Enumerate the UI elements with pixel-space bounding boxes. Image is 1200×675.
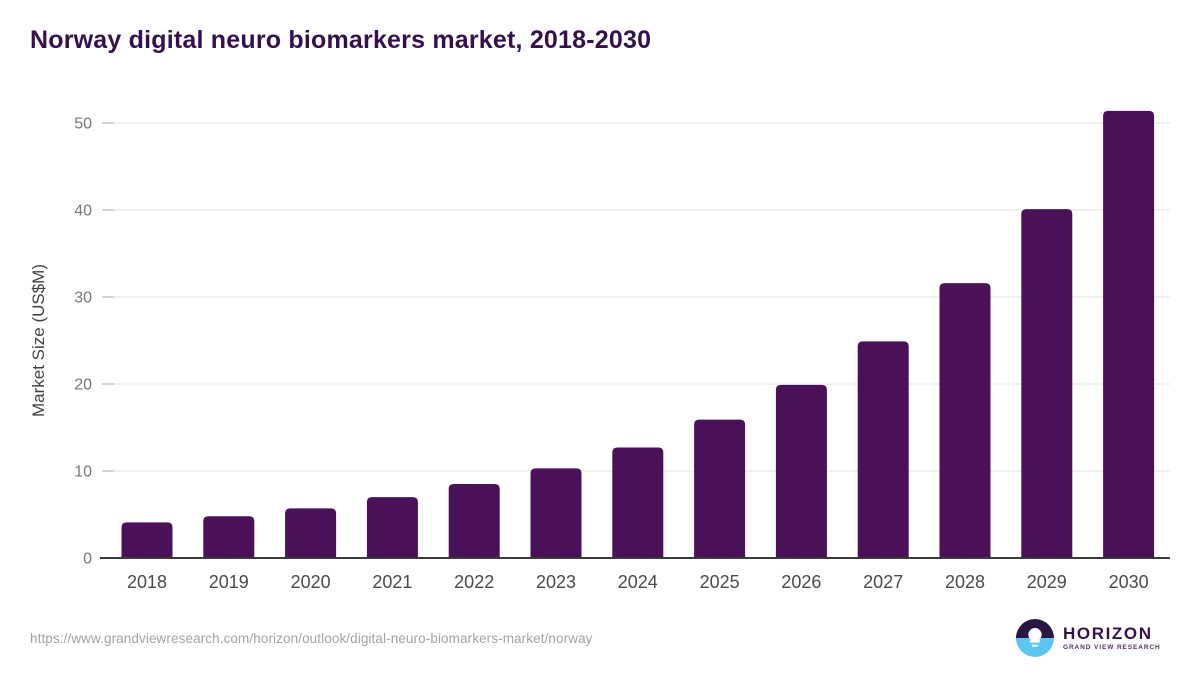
x-tick-label: 2029: [1027, 572, 1067, 592]
horizon-logo: HORIZON GRAND VIEW RESEARCH: [1016, 619, 1161, 657]
horizon-sun-icon: [1016, 619, 1054, 657]
bar-2030: [1103, 110, 1155, 558]
x-tick-label: 2023: [536, 572, 576, 592]
x-tick-label: 2025: [700, 572, 740, 592]
bar-2018: [121, 522, 173, 558]
y-tick-label: 10: [74, 464, 92, 481]
y-tick-label: 50: [74, 116, 92, 133]
x-tick-label: 2020: [291, 572, 331, 592]
bar-2026: [775, 384, 827, 558]
bar-2023: [530, 468, 582, 558]
bar-2019: [203, 516, 255, 558]
x-tick-label: 2024: [618, 572, 658, 592]
x-tick-label: 2028: [945, 572, 985, 592]
y-tick-label: 40: [74, 203, 92, 220]
x-tick-label: 2030: [1109, 572, 1149, 592]
bar-2028: [939, 283, 991, 558]
x-tick-label: 2022: [454, 572, 494, 592]
bar-2021: [366, 497, 418, 558]
bar-2027: [857, 341, 909, 558]
x-tick-label: 2027: [863, 572, 903, 592]
x-tick-label: 2018: [127, 572, 167, 592]
bar-2022: [448, 484, 500, 558]
bar-2029: [1021, 209, 1073, 558]
y-tick-label: 0: [83, 551, 92, 568]
chart-title: Norway digital neuro biomarkers market, …: [30, 26, 652, 54]
x-tick-label: 2019: [209, 572, 249, 592]
x-tick-label: 2026: [781, 572, 821, 592]
bar-2024: [612, 447, 664, 558]
horizon-logo-text: HORIZON GRAND VIEW RESEARCH: [1063, 623, 1161, 652]
bar-2025: [694, 419, 746, 558]
source-url: https://www.grandviewresearch.com/horizo…: [30, 631, 593, 646]
y-tick-label: 30: [74, 290, 92, 307]
bar-2020: [285, 508, 337, 558]
x-tick-label: 2021: [372, 572, 412, 592]
horizon-logo-name: HORIZON: [1063, 623, 1153, 643]
y-axis-title: Market Size (US$M): [29, 264, 48, 417]
y-tick-label: 20: [74, 377, 92, 394]
horizon-logo-subtitle: GRAND VIEW RESEARCH: [1063, 644, 1161, 652]
